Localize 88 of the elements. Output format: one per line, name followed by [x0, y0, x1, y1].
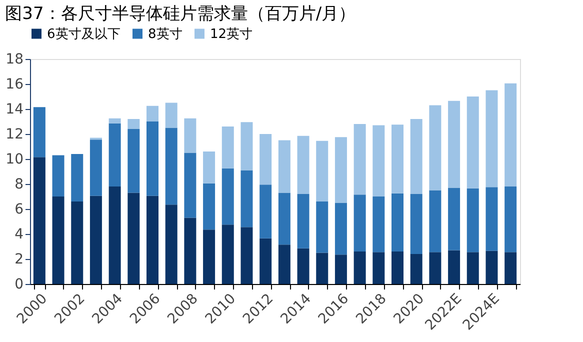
bar	[504, 186, 517, 252]
y-tick-label: 14	[6, 102, 24, 118]
legend-label: 12英寸	[210, 26, 253, 42]
bar	[466, 188, 479, 252]
bar	[372, 196, 385, 252]
y-tick-label: 10	[6, 152, 24, 168]
bar	[372, 252, 385, 284]
bar	[316, 202, 328, 253]
bar	[486, 90, 498, 188]
bar	[316, 140, 328, 202]
bar	[108, 123, 121, 186]
bar	[429, 252, 442, 284]
bar	[448, 100, 460, 188]
bar	[410, 254, 422, 284]
bar	[410, 194, 422, 254]
y-tick-label: 2	[14, 252, 24, 268]
bar	[466, 96, 479, 188]
bar	[240, 122, 253, 170]
legend-label: 6英寸及以下	[47, 26, 120, 42]
bar	[203, 230, 216, 284]
bar	[278, 244, 290, 284]
bar	[278, 140, 290, 193]
bar	[486, 187, 498, 251]
bar	[392, 193, 404, 252]
bar	[108, 186, 121, 284]
bar	[354, 124, 366, 195]
bar	[448, 250, 460, 284]
y-tick-label: 18	[6, 52, 24, 68]
bar	[334, 202, 347, 255]
bar	[203, 152, 216, 184]
bar	[448, 188, 460, 250]
bar	[316, 252, 328, 284]
y-tick-label: 0	[14, 276, 24, 292]
bar	[165, 128, 178, 205]
y-tick-label: 6	[14, 202, 24, 218]
legend-label: 8英寸	[148, 26, 182, 42]
bar	[372, 125, 385, 196]
chart-title: 图37：各尺寸半导体硅片需求量（百万片/月）	[5, 4, 356, 24]
bar	[354, 194, 366, 252]
bar	[184, 218, 196, 284]
bar	[486, 250, 498, 284]
bar	[222, 126, 234, 168]
bar	[334, 254, 347, 284]
bar	[410, 119, 422, 194]
bar	[71, 154, 84, 202]
bar	[128, 192, 140, 284]
bar	[260, 238, 272, 284]
y-tick-label: 12	[6, 126, 24, 142]
bar	[146, 106, 158, 122]
bar	[33, 107, 46, 158]
bar	[297, 136, 310, 194]
bar	[146, 122, 158, 196]
bar	[240, 227, 253, 284]
bar	[52, 155, 64, 196]
bar	[203, 183, 216, 230]
y-tick-label: 16	[6, 76, 24, 92]
bar	[165, 102, 178, 128]
bar	[165, 204, 178, 284]
bar	[392, 124, 404, 194]
y-tick-label: 8	[14, 176, 24, 192]
bar	[128, 119, 140, 129]
bar	[90, 140, 102, 196]
bar	[184, 152, 196, 218]
bar	[240, 170, 253, 228]
bar	[33, 157, 46, 284]
y-tick-label: 4	[14, 226, 24, 242]
bar	[71, 202, 84, 284]
bar	[297, 248, 310, 284]
bar	[260, 134, 272, 185]
bar	[222, 224, 234, 284]
bar	[466, 252, 479, 284]
bar	[184, 118, 196, 153]
bar	[392, 252, 404, 284]
bar	[90, 196, 102, 284]
bar	[128, 129, 140, 193]
bar	[334, 137, 347, 203]
bar	[354, 252, 366, 284]
bar	[146, 196, 158, 284]
bar	[108, 118, 121, 124]
bar	[504, 83, 517, 186]
bar	[297, 194, 310, 248]
bar	[52, 196, 64, 284]
bar	[278, 192, 290, 245]
bar	[429, 105, 442, 190]
bar	[504, 252, 517, 284]
bar	[222, 168, 234, 225]
bar	[429, 190, 442, 252]
bar	[260, 184, 272, 238]
